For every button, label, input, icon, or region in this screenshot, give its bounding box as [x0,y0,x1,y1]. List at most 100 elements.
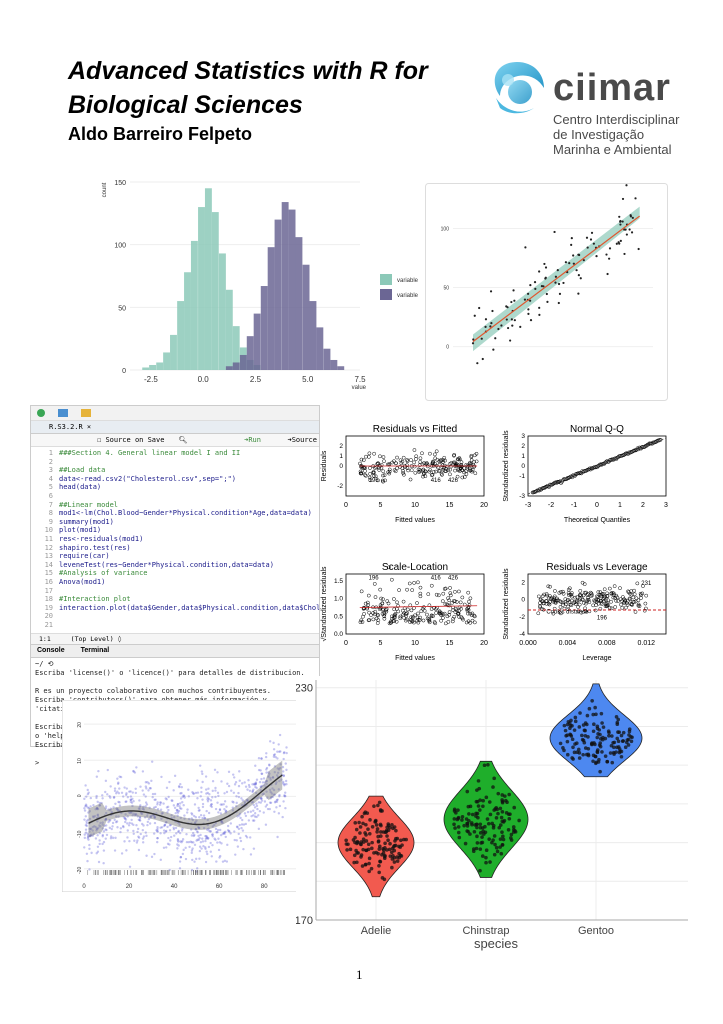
code-line[interactable]: 16 Anova(mod1) [31,578,319,587]
data-point [183,817,186,820]
code-line[interactable]: 17 [31,587,319,596]
data-point [372,851,376,855]
data-point [617,747,622,751]
data-point [593,761,598,766]
code-line[interactable]: 5 head(data) [31,483,319,492]
data-point [368,466,372,470]
tab-terminal[interactable]: Terminal [80,647,110,654]
data-point [117,800,120,804]
data-point [447,610,452,614]
tab-script-file[interactable]: R.S3.2.R × [31,421,319,434]
code-line[interactable]: 14 leveneTest(res~Gender*Physical.conditi… [31,561,319,570]
code-line[interactable]: 9 summary(mod1) [31,518,319,527]
data-point [544,266,548,269]
open-project-icon[interactable] [58,409,69,417]
data-point [150,855,154,859]
tab-console[interactable]: Console [37,647,65,654]
source-button[interactable]: ➜Source [287,436,317,444]
code-line[interactable]: 19 interaction.plot(data$Gender,data$Phys… [31,604,319,613]
histogram-bar [288,209,296,370]
data-point [125,849,128,852]
data-point [282,757,285,761]
data-point [193,860,196,863]
data-point [185,840,189,844]
data-point [378,830,383,834]
data-point [180,791,183,795]
data-point [494,816,499,820]
histogram-bar [198,207,205,370]
code-line[interactable]: 8 mod1<-lm(Chol.Blood~Gender*Physical.con… [31,509,319,518]
data-point [352,860,356,865]
data-point [372,451,376,456]
new-file-icon[interactable] [37,409,45,417]
data-point [196,791,200,794]
data-point [496,811,500,816]
data-point [225,860,229,863]
scope-indicator[interactable]: (Top Level) ◊ [70,635,122,643]
data-point [599,600,604,605]
data-point [524,246,527,249]
data-point [591,712,596,717]
data-point [259,801,262,804]
data-point [464,472,469,476]
data-point [615,595,620,600]
data-point [632,588,636,593]
data-point [227,784,231,788]
data-point [472,613,476,618]
source-on-save-checkbox[interactable]: ☐ Source on Save [97,436,165,444]
code-line[interactable]: 2 [31,458,319,467]
data-point [198,826,201,830]
data-point [544,484,549,489]
data-point [233,838,236,842]
data-point [577,602,582,607]
data-point [585,713,590,718]
search-icon[interactable]: 🔍︎ [178,436,188,444]
data-point [628,228,631,231]
line-number: 13 [44,552,53,561]
data-point [116,826,119,829]
code-line[interactable]: 20 [31,612,319,621]
data-point [180,829,184,832]
data-point [194,816,198,819]
code-line[interactable]: 18 #Interaction plot [31,595,319,604]
code-line[interactable]: 21 [31,621,319,630]
code-line[interactable]: 1 ###Section 4. General linear model I an… [31,449,319,458]
code-line[interactable]: 12 shapiro.test(res) [31,544,319,553]
data-point [404,611,408,616]
code-line[interactable]: 13 require(car) [31,552,319,561]
data-point [180,841,183,844]
data-point [358,825,363,829]
data-point [395,466,399,471]
data-point [460,475,465,480]
data-point [182,794,185,797]
data-point [191,791,194,794]
data-point [538,604,542,608]
code-editor[interactable]: 1 ###Section 4. General linear model I an… [31,447,319,633]
code-line[interactable]: 10 plot(mod1) [31,526,319,535]
code-line[interactable]: 15 #Analysis of variance [31,569,319,578]
data-point [352,853,357,858]
data-point [367,861,371,866]
data-point [416,611,420,616]
data-point [534,287,537,291]
data-point [444,467,449,471]
data-point [599,602,604,606]
data-point [482,763,487,768]
data-point [506,326,510,330]
data-point [382,856,387,861]
data-point [500,819,505,824]
run-button[interactable]: ➜Run [244,436,261,444]
data-point [424,461,428,466]
data-point [201,805,205,809]
data-point [98,831,101,835]
code-line[interactable]: 6 [31,492,319,501]
open-folder-icon[interactable] [81,409,92,417]
data-point [456,825,461,829]
code-line[interactable]: 3 ##Load data [31,466,319,475]
code-line[interactable]: 11 res<-residuals(mod1) [31,535,319,544]
data-point [577,598,581,603]
data-point [134,791,138,795]
code-line[interactable]: 7 ##Linear model [31,501,319,510]
code-line[interactable]: 4 data<-read.csv2("Cholesterol.csv",sep="… [31,475,319,484]
data-point [128,811,132,815]
